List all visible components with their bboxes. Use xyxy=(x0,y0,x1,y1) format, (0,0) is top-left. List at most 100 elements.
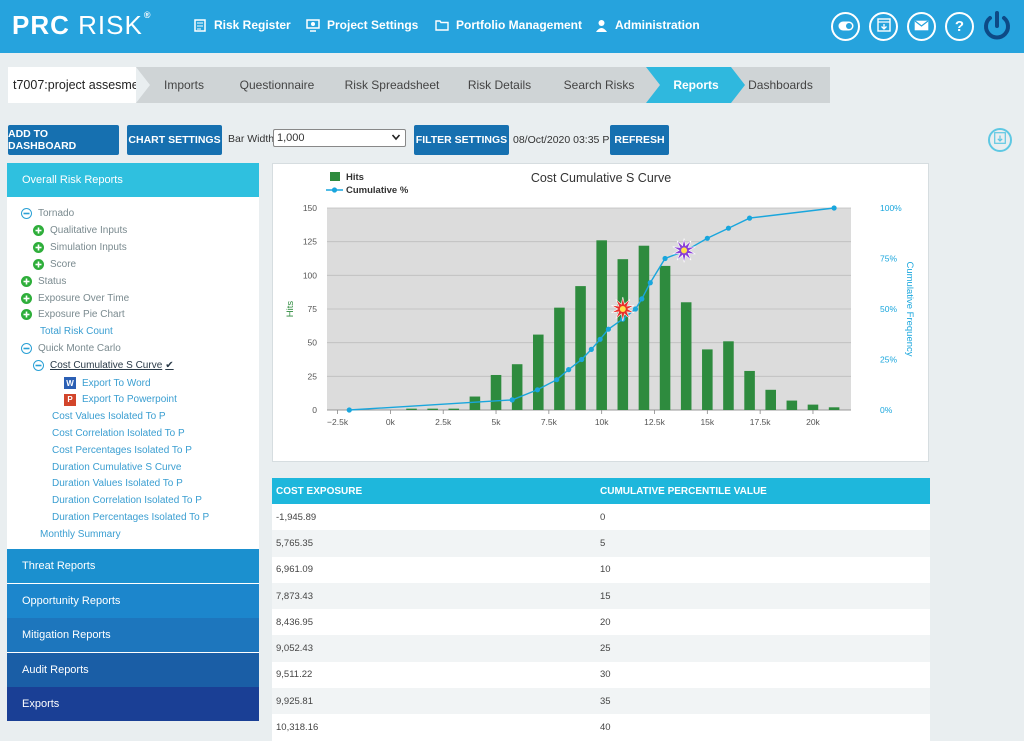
hits-bar xyxy=(533,334,544,410)
cumulative-point xyxy=(831,205,837,211)
tree-item-label: Simulation Inputs xyxy=(50,241,127,253)
highlight-marker-core xyxy=(681,247,688,254)
y-tick-label: 150 xyxy=(303,203,317,213)
tree-item-label: Qualitative Inputs xyxy=(50,224,128,236)
collapse-icon[interactable] xyxy=(33,360,44,372)
tree-item-duration-correlation-isolated-to-p[interactable]: Duration Correlation Isolated To P xyxy=(52,495,202,506)
top-nav-bar: PRC RISK® Risk Register Project Settings… xyxy=(0,0,1024,53)
expand-icon[interactable] xyxy=(21,309,32,321)
cumulative-point xyxy=(554,377,560,383)
x-tick-label: 7.5k xyxy=(541,417,558,427)
collapse-icon[interactable] xyxy=(21,208,32,219)
cumulative-point xyxy=(704,235,710,241)
step-imports[interactable]: Imports xyxy=(136,67,232,103)
step-dashboards[interactable]: Dashboards xyxy=(731,67,830,103)
tree-item-cost-cumulative-s-curve[interactable]: Cost Cumulative S Curve ✔ xyxy=(33,360,174,372)
mail-button[interactable] xyxy=(907,12,936,41)
tree-item-label: Duration Percentages Isolated To P xyxy=(52,512,210,524)
side-export-button[interactable] xyxy=(988,128,1012,152)
tree-item-quick-monte-carlo[interactable]: Quick Monte Carlo xyxy=(21,343,121,355)
chart-settings-button[interactable]: CHART SETTINGS xyxy=(127,125,222,155)
percentile-cell: 15 xyxy=(600,590,611,602)
report-tree: Tornado Qualitative Inputs Simulation Inpu… xyxy=(7,197,259,577)
nav-administration[interactable]: Administration xyxy=(594,18,700,32)
power-button[interactable] xyxy=(982,10,1012,42)
bar-width-select[interactable]: 1,000 xyxy=(273,129,406,147)
nav-label: Portfolio Management xyxy=(456,18,583,32)
step-risk-spreadsheet[interactable]: Risk Spreadsheet xyxy=(322,67,462,103)
tree-item-total-risk-count[interactable]: Total Risk Count xyxy=(40,326,113,337)
tree-item-simulation-inputs[interactable]: Simulation Inputs xyxy=(33,241,127,253)
nav-portfolio-management[interactable]: Portfolio Management xyxy=(435,18,582,32)
nav-label: Project Settings xyxy=(327,18,419,32)
tree-item-cost-values-isolated-to-p[interactable]: Cost Values Isolated To P xyxy=(52,411,166,422)
cost-exposure-cell: 5,765.35 xyxy=(276,537,313,549)
step-risk-details[interactable]: Risk Details xyxy=(447,67,552,103)
category-exports[interactable]: Exports xyxy=(7,687,259,721)
table-row: 5,765.35 5 xyxy=(272,530,930,557)
tree-item-qualitative-inputs[interactable]: Qualitative Inputs xyxy=(33,224,128,236)
legend-hits-label: Hits xyxy=(346,172,364,183)
tree-item-duration-cumulative-s-curve[interactable]: Duration Cumulative S Curve xyxy=(52,462,182,473)
powerpoint-icon: P xyxy=(64,393,76,406)
tree-item-score[interactable]: Score xyxy=(33,258,76,270)
hits-bar xyxy=(511,364,523,410)
cumulative-point xyxy=(509,397,515,403)
table-header: COST EXPOSURE CUMULATIVE PERCENTILE VALU… xyxy=(272,478,930,504)
expand-icon[interactable] xyxy=(33,241,44,253)
tree-item-label: Export To Word xyxy=(82,377,151,389)
x-tick-label: 15k xyxy=(700,417,714,427)
x-tick-label: 17.5k xyxy=(750,417,772,427)
nav-project-settings[interactable]: Project Settings xyxy=(306,18,418,32)
cost-exposure-cell: -1,945.89 xyxy=(276,511,317,523)
toggle-button[interactable] xyxy=(831,12,860,41)
step-reports[interactable]: Reports xyxy=(646,67,746,103)
table-row: -1,945.89 0 xyxy=(272,504,930,531)
add-to-dashboard-button[interactable]: ADD TO DASHBOARD xyxy=(8,125,119,155)
cumulative-point xyxy=(579,356,585,363)
cumulative-point xyxy=(534,387,541,393)
cumulative-point xyxy=(725,225,732,231)
refresh-button[interactable]: REFRESH xyxy=(610,125,669,155)
category-audit-reports[interactable]: Audit Reports xyxy=(7,652,259,687)
cost-exposure-cell: 7,873.43 xyxy=(276,590,313,602)
tree-item-label: Cost Percentages Isolated To P xyxy=(52,444,192,456)
tree-item-export-to-word[interactable]: W Export To Word xyxy=(64,377,151,389)
expand-icon[interactable] xyxy=(33,224,44,236)
tree-item-status[interactable]: Status xyxy=(21,275,66,287)
step-questionnaire[interactable]: Questionnaire xyxy=(217,67,337,103)
tree-item-cost-percentages-isolated-to-p[interactable]: Cost Percentages Isolated To P xyxy=(52,445,192,456)
tree-item-export-to-powerpoint[interactable]: P Export To Powerpoint xyxy=(64,393,177,406)
filter-settings-button[interactable]: FILTER SETTINGS xyxy=(414,125,509,155)
checkmark-icon: ✔ xyxy=(165,360,174,372)
tree-item-cost-correlation-isolated-to-p[interactable]: Cost Correlation Isolated To P xyxy=(52,428,185,439)
nav-risk-register[interactable]: Risk Register xyxy=(193,18,291,32)
hits-bar xyxy=(638,245,650,410)
highlight-marker-core xyxy=(619,306,626,312)
expand-icon[interactable] xyxy=(21,292,32,304)
app-logo[interactable]: PRC RISK® xyxy=(12,10,151,41)
percentile-cell: 20 xyxy=(600,616,611,628)
hits-bar xyxy=(427,408,438,410)
collapse-icon[interactable] xyxy=(21,343,32,355)
export-icon xyxy=(994,131,1006,149)
cumulative-point xyxy=(639,296,645,302)
word-icon: W xyxy=(64,377,76,389)
tree-item-exposure-pie-chart[interactable]: Exposure Pie Chart xyxy=(21,309,125,321)
download-button[interactable] xyxy=(869,12,898,41)
tree-item-duration-percentages-isolated-to-p[interactable]: Duration Percentages Isolated To P xyxy=(52,512,209,523)
category-mitigation-reports[interactable]: Mitigation Reports xyxy=(7,618,259,652)
tree-item-duration-values-isolated-to-p[interactable]: Duration Values Isolated To P xyxy=(52,478,183,489)
tree-item-monthly-summary[interactable]: Monthly Summary xyxy=(40,529,121,540)
category-threat-reports[interactable]: Threat Reports xyxy=(7,549,259,583)
help-button[interactable]: ? xyxy=(945,12,974,41)
expand-icon[interactable] xyxy=(21,275,32,287)
tree-item-label: Monthly Summary xyxy=(40,529,121,541)
overall-risk-reports-header[interactable]: Overall Risk Reports xyxy=(7,163,259,197)
step-search-risks[interactable]: Search Risks xyxy=(537,67,661,103)
expand-icon[interactable] xyxy=(33,258,44,270)
tree-item-exposure-over-time[interactable]: Exposure Over Time xyxy=(21,292,129,304)
category-opportunity-reports[interactable]: Opportunity Reports xyxy=(7,583,259,618)
chevron-down-icon xyxy=(391,132,401,145)
tree-item-tornado[interactable]: Tornado xyxy=(21,208,74,219)
